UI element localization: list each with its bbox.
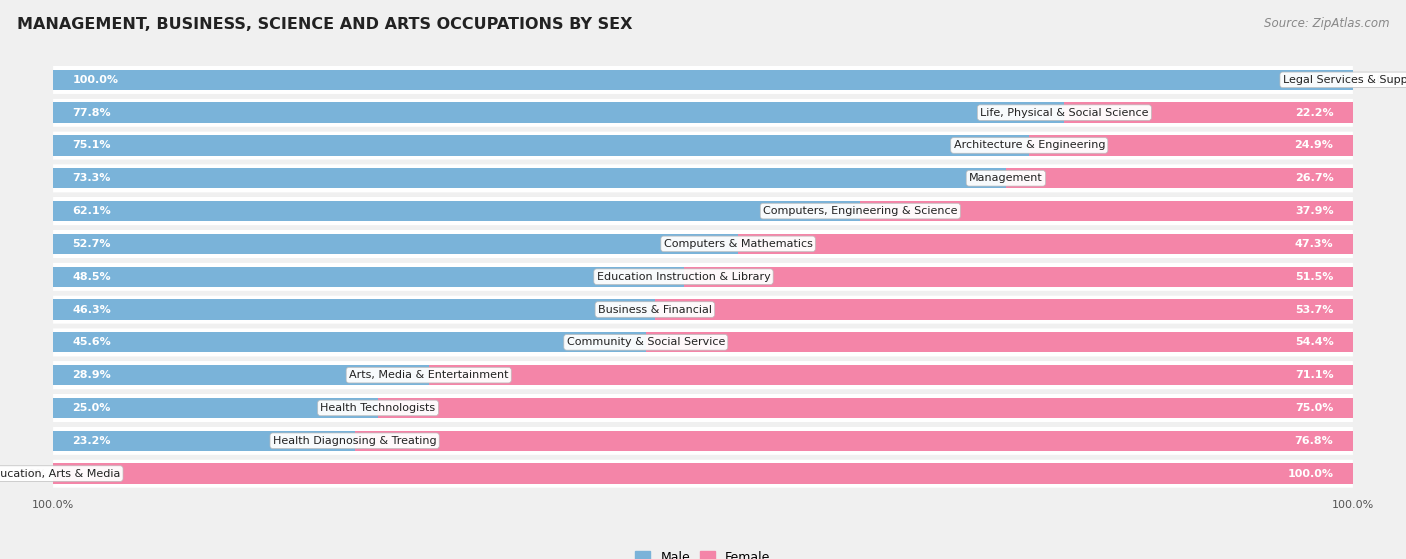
- Bar: [860, 201, 1353, 221]
- FancyBboxPatch shape: [53, 263, 1353, 291]
- FancyBboxPatch shape: [53, 295, 1353, 324]
- FancyBboxPatch shape: [53, 197, 1353, 225]
- Text: 62.1%: 62.1%: [73, 206, 111, 216]
- Text: 25.0%: 25.0%: [73, 403, 111, 413]
- Text: 100.0%: 100.0%: [73, 75, 118, 85]
- Text: Business & Financial: Business & Financial: [598, 305, 711, 315]
- Bar: [53, 463, 1353, 484]
- Text: 100.0%: 100.0%: [32, 500, 75, 510]
- Bar: [378, 398, 1353, 418]
- FancyBboxPatch shape: [53, 66, 1353, 94]
- Text: 24.9%: 24.9%: [1295, 140, 1333, 150]
- Text: Computers & Mathematics: Computers & Mathematics: [664, 239, 813, 249]
- Text: Community & Social Service: Community & Social Service: [567, 337, 725, 347]
- FancyBboxPatch shape: [53, 131, 1353, 159]
- FancyBboxPatch shape: [53, 427, 1353, 454]
- Text: 45.6%: 45.6%: [73, 337, 111, 347]
- Text: 73.3%: 73.3%: [73, 173, 111, 183]
- Bar: [645, 332, 1353, 353]
- Bar: [53, 398, 378, 418]
- Text: Education Instruction & Library: Education Instruction & Library: [596, 272, 770, 282]
- Bar: [53, 201, 860, 221]
- Text: 75.1%: 75.1%: [73, 140, 111, 150]
- Bar: [53, 332, 645, 353]
- FancyBboxPatch shape: [53, 459, 1353, 487]
- FancyBboxPatch shape: [53, 394, 1353, 422]
- Text: 22.2%: 22.2%: [1295, 108, 1333, 117]
- Bar: [53, 430, 354, 451]
- FancyBboxPatch shape: [53, 230, 1353, 258]
- FancyBboxPatch shape: [53, 197, 1353, 224]
- Bar: [53, 135, 1029, 155]
- FancyBboxPatch shape: [53, 131, 1353, 159]
- Legend: Male, Female: Male, Female: [630, 546, 776, 559]
- Text: 26.7%: 26.7%: [1295, 173, 1333, 183]
- Bar: [1029, 135, 1353, 155]
- Text: 46.3%: 46.3%: [73, 305, 111, 315]
- Text: Health Diagnosing & Treating: Health Diagnosing & Treating: [273, 436, 436, 446]
- Text: 47.3%: 47.3%: [1295, 239, 1333, 249]
- Text: 48.5%: 48.5%: [73, 272, 111, 282]
- Text: 77.8%: 77.8%: [73, 108, 111, 117]
- Bar: [738, 234, 1353, 254]
- Bar: [53, 70, 1353, 90]
- Text: Management: Management: [969, 173, 1043, 183]
- Bar: [53, 300, 655, 320]
- Text: 53.7%: 53.7%: [1295, 305, 1333, 315]
- FancyBboxPatch shape: [53, 394, 1353, 421]
- Bar: [655, 300, 1353, 320]
- Text: 0.0%: 0.0%: [18, 468, 46, 479]
- Text: 71.1%: 71.1%: [1295, 370, 1333, 380]
- Bar: [53, 267, 683, 287]
- Text: Arts, Media & Entertainment: Arts, Media & Entertainment: [349, 370, 509, 380]
- Text: Legal Services & Support: Legal Services & Support: [1282, 75, 1406, 85]
- FancyBboxPatch shape: [53, 328, 1353, 357]
- FancyBboxPatch shape: [53, 164, 1353, 192]
- FancyBboxPatch shape: [53, 361, 1353, 389]
- Text: 23.2%: 23.2%: [73, 436, 111, 446]
- Text: Source: ZipAtlas.com: Source: ZipAtlas.com: [1264, 17, 1389, 30]
- Bar: [53, 234, 738, 254]
- FancyBboxPatch shape: [53, 295, 1353, 323]
- FancyBboxPatch shape: [53, 66, 1353, 93]
- FancyBboxPatch shape: [53, 427, 1353, 455]
- Text: 75.0%: 75.0%: [1295, 403, 1333, 413]
- Text: 37.9%: 37.9%: [1295, 206, 1333, 216]
- FancyBboxPatch shape: [53, 459, 1353, 487]
- FancyBboxPatch shape: [53, 328, 1353, 356]
- Text: 51.5%: 51.5%: [1295, 272, 1333, 282]
- FancyBboxPatch shape: [53, 263, 1353, 290]
- Text: 52.7%: 52.7%: [73, 239, 111, 249]
- FancyBboxPatch shape: [53, 98, 1353, 127]
- FancyBboxPatch shape: [53, 98, 1353, 126]
- FancyBboxPatch shape: [53, 361, 1353, 389]
- Bar: [53, 168, 1005, 188]
- Text: MANAGEMENT, BUSINESS, SCIENCE AND ARTS OCCUPATIONS BY SEX: MANAGEMENT, BUSINESS, SCIENCE AND ARTS O…: [17, 17, 633, 32]
- Text: 100.0%: 100.0%: [1288, 468, 1333, 479]
- Text: Life, Physical & Social Science: Life, Physical & Social Science: [980, 108, 1149, 117]
- Bar: [1064, 102, 1353, 123]
- Bar: [354, 430, 1353, 451]
- Text: 54.4%: 54.4%: [1295, 337, 1333, 347]
- FancyBboxPatch shape: [53, 230, 1353, 257]
- Text: 100.0%: 100.0%: [1331, 500, 1374, 510]
- Text: Architecture & Engineering: Architecture & Engineering: [953, 140, 1105, 150]
- Bar: [53, 102, 1064, 123]
- Bar: [53, 365, 429, 385]
- Text: Computers, Engineering & Science: Computers, Engineering & Science: [763, 206, 957, 216]
- Text: 76.8%: 76.8%: [1295, 436, 1333, 446]
- Bar: [1005, 168, 1353, 188]
- Text: Education, Arts & Media: Education, Arts & Media: [0, 468, 121, 479]
- Bar: [683, 267, 1353, 287]
- FancyBboxPatch shape: [53, 164, 1353, 192]
- Text: 0.0%: 0.0%: [1367, 75, 1395, 85]
- Bar: [429, 365, 1353, 385]
- Text: 28.9%: 28.9%: [73, 370, 111, 380]
- Text: Health Technologists: Health Technologists: [321, 403, 436, 413]
